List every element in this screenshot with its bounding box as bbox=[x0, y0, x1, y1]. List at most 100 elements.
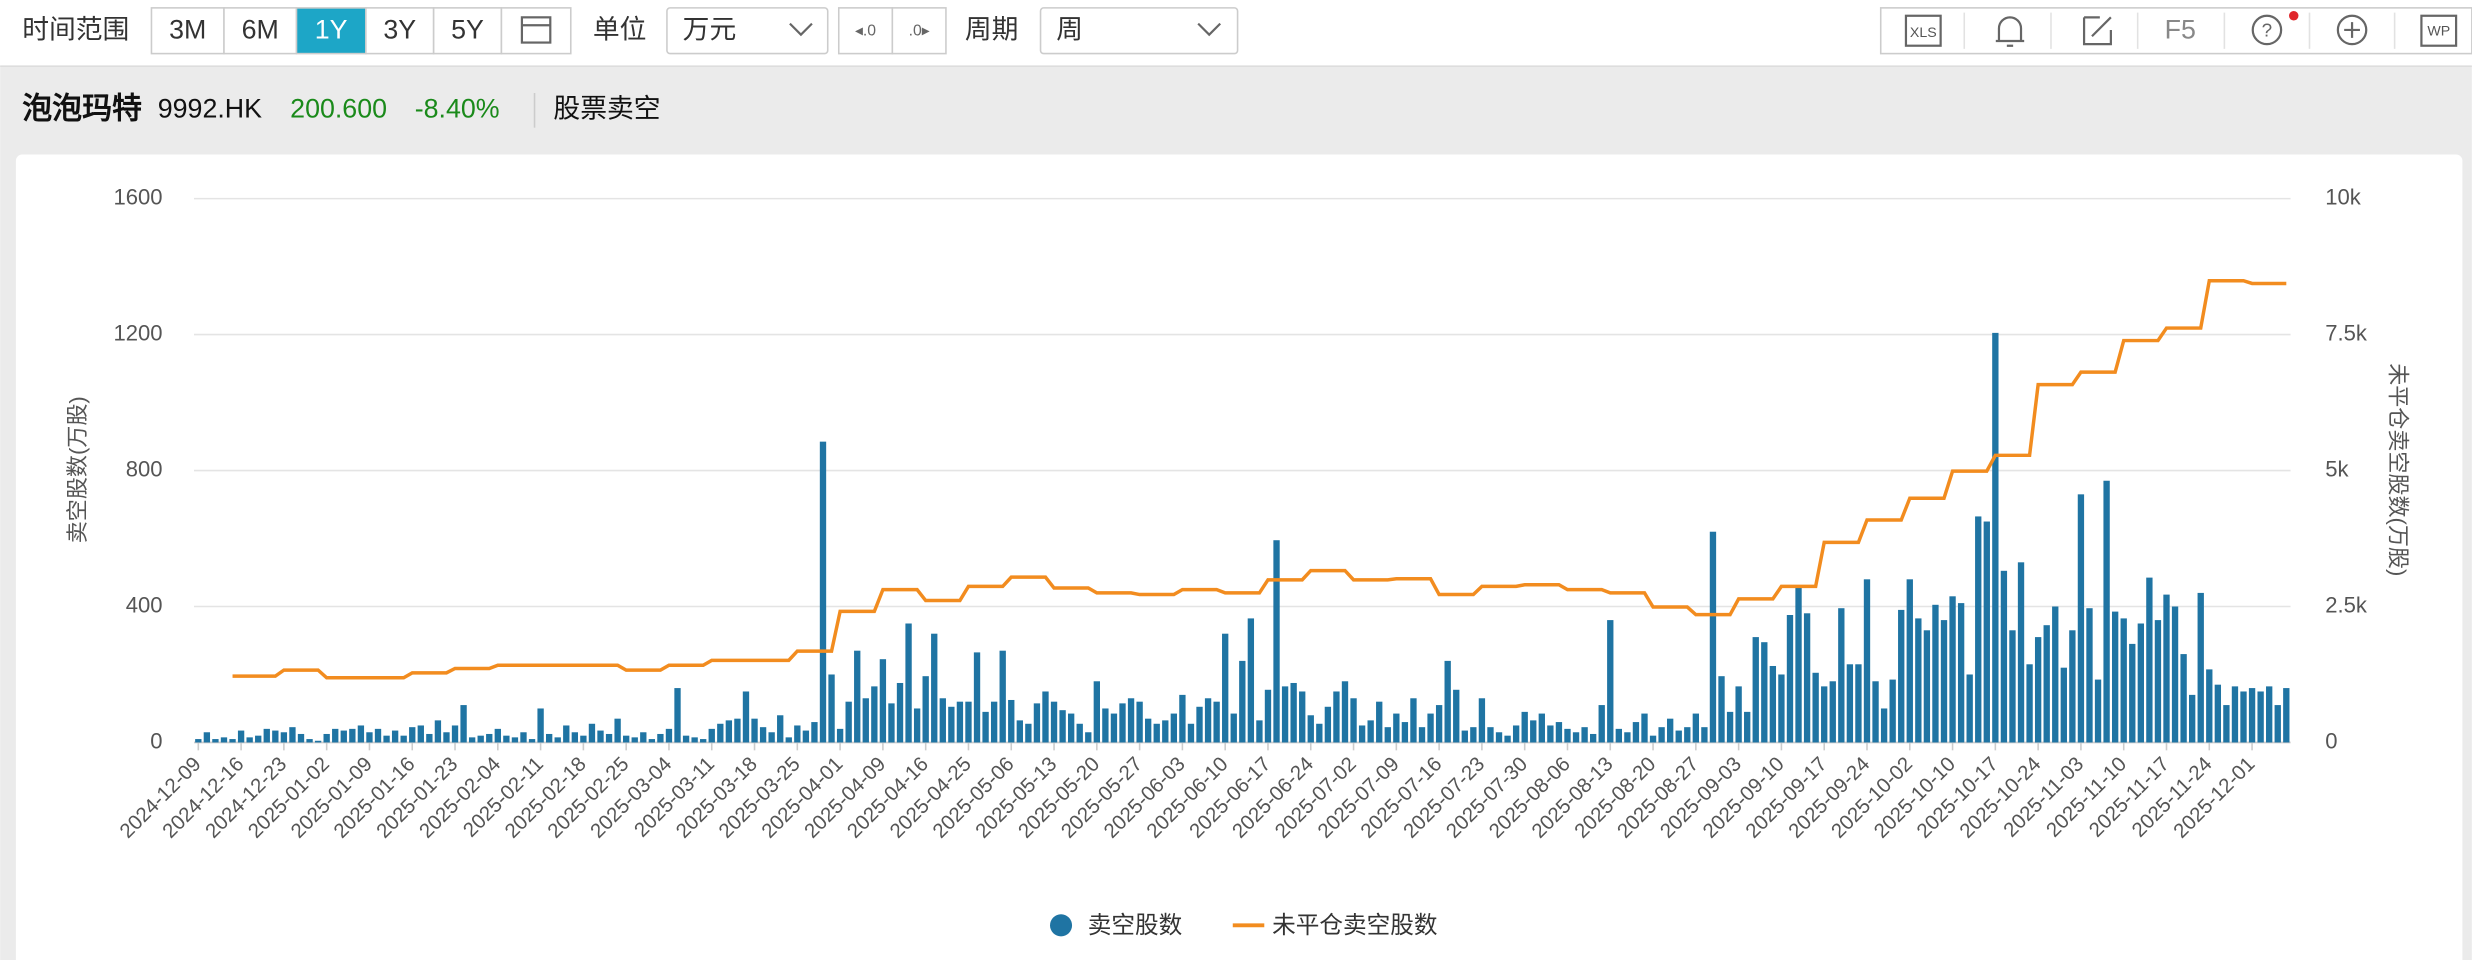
bar bbox=[759, 727, 767, 743]
bar bbox=[1778, 674, 1785, 743]
y-tick-label: 1600 bbox=[113, 184, 162, 209]
bar bbox=[494, 728, 501, 743]
bar bbox=[297, 733, 305, 743]
bar bbox=[1110, 713, 1118, 743]
xls-button[interactable] bbox=[1904, 14, 1942, 47]
bar bbox=[794, 725, 801, 743]
bar bbox=[340, 730, 347, 743]
bar bbox=[1008, 699, 1015, 743]
bar bbox=[2094, 679, 2102, 743]
bar bbox=[1641, 713, 1648, 743]
bar bbox=[1290, 682, 1297, 743]
range-label: 时间范围 bbox=[22, 15, 129, 45]
bar bbox=[580, 735, 587, 743]
unit-caret bbox=[789, 22, 813, 37]
line bbox=[232, 279, 2287, 680]
bar bbox=[1521, 711, 1528, 743]
bar bbox=[1299, 691, 1306, 743]
bar bbox=[2180, 654, 2187, 743]
bar bbox=[665, 728, 673, 743]
bar bbox=[1256, 720, 1263, 743]
legend-label[interactable]: 卖空股数 bbox=[1088, 912, 1183, 939]
bar bbox=[1667, 718, 1674, 743]
bar bbox=[511, 737, 519, 743]
bar bbox=[545, 733, 553, 743]
bar bbox=[537, 708, 544, 743]
f5-button[interactable]: F5 bbox=[2165, 15, 2196, 45]
bar bbox=[391, 730, 399, 743]
bar bbox=[2274, 705, 2281, 743]
bar bbox=[1196, 706, 1203, 743]
bar bbox=[1444, 660, 1451, 743]
bar bbox=[1898, 609, 1905, 743]
bar bbox=[1119, 703, 1126, 743]
bar bbox=[1435, 705, 1443, 743]
bar bbox=[400, 735, 407, 743]
bar bbox=[862, 698, 869, 743]
bar bbox=[1213, 701, 1220, 743]
y-tick-label: 800 bbox=[126, 456, 163, 481]
bar bbox=[1530, 720, 1537, 743]
help-button[interactable] bbox=[2251, 14, 2283, 46]
xls-text: XLS bbox=[1910, 25, 1937, 41]
bar bbox=[2266, 686, 2273, 743]
bar bbox=[1230, 713, 1237, 743]
bar bbox=[1247, 618, 1255, 743]
bar bbox=[503, 735, 510, 743]
bar bbox=[451, 725, 459, 743]
bar bbox=[2189, 694, 2196, 743]
bar bbox=[1384, 727, 1391, 743]
bar bbox=[289, 727, 296, 743]
calendar-button[interactable] bbox=[500, 7, 572, 55]
unit-select[interactable] bbox=[666, 7, 829, 55]
bar bbox=[836, 728, 844, 743]
bar bbox=[426, 733, 433, 743]
wp-text: WP bbox=[2427, 23, 2450, 39]
bar bbox=[263, 728, 270, 743]
y-tick-label: 1200 bbox=[113, 320, 162, 345]
range-button[interactable] bbox=[365, 7, 435, 55]
decimal-increase[interactable] bbox=[891, 7, 947, 55]
bar bbox=[905, 623, 912, 743]
wp-button[interactable] bbox=[2420, 14, 2458, 47]
bar bbox=[597, 730, 604, 743]
bar bbox=[520, 732, 527, 743]
bar bbox=[2111, 611, 2119, 743]
period-value: 周 bbox=[1056, 15, 1083, 45]
bar bbox=[1076, 723, 1083, 743]
legend-label[interactable]: 未平仓卖空股数 bbox=[1272, 912, 1437, 939]
bar bbox=[1239, 660, 1246, 743]
add-button[interactable] bbox=[2336, 14, 2368, 46]
bar bbox=[1906, 579, 1913, 743]
bar bbox=[2120, 618, 2127, 743]
period-select[interactable] bbox=[1039, 7, 1239, 55]
bar bbox=[1812, 672, 1819, 743]
bar bbox=[1863, 579, 1871, 743]
alert-button[interactable] bbox=[1995, 16, 2025, 47]
bar bbox=[2214, 684, 2222, 743]
range-button[interactable] bbox=[150, 7, 225, 55]
calendar-icon bbox=[520, 16, 552, 44]
bar bbox=[1992, 332, 1999, 743]
bar bbox=[708, 728, 715, 743]
range-button[interactable] bbox=[432, 7, 503, 55]
bar bbox=[280, 732, 288, 743]
bar bbox=[2231, 686, 2239, 743]
decimal-decrease[interactable] bbox=[837, 7, 894, 55]
note-button[interactable] bbox=[2082, 16, 2112, 46]
bar bbox=[691, 737, 698, 743]
range-button[interactable] bbox=[223, 7, 298, 55]
bar bbox=[1341, 681, 1349, 743]
bar bbox=[1350, 698, 1357, 743]
bar bbox=[237, 730, 245, 743]
bar bbox=[1838, 608, 1845, 743]
bar bbox=[1042, 691, 1049, 743]
bar bbox=[845, 701, 852, 743]
range-button[interactable] bbox=[295, 7, 367, 55]
bar bbox=[220, 737, 228, 743]
bar bbox=[1033, 703, 1041, 743]
bar bbox=[1136, 701, 1143, 743]
bar bbox=[332, 728, 339, 743]
bar bbox=[563, 725, 570, 743]
